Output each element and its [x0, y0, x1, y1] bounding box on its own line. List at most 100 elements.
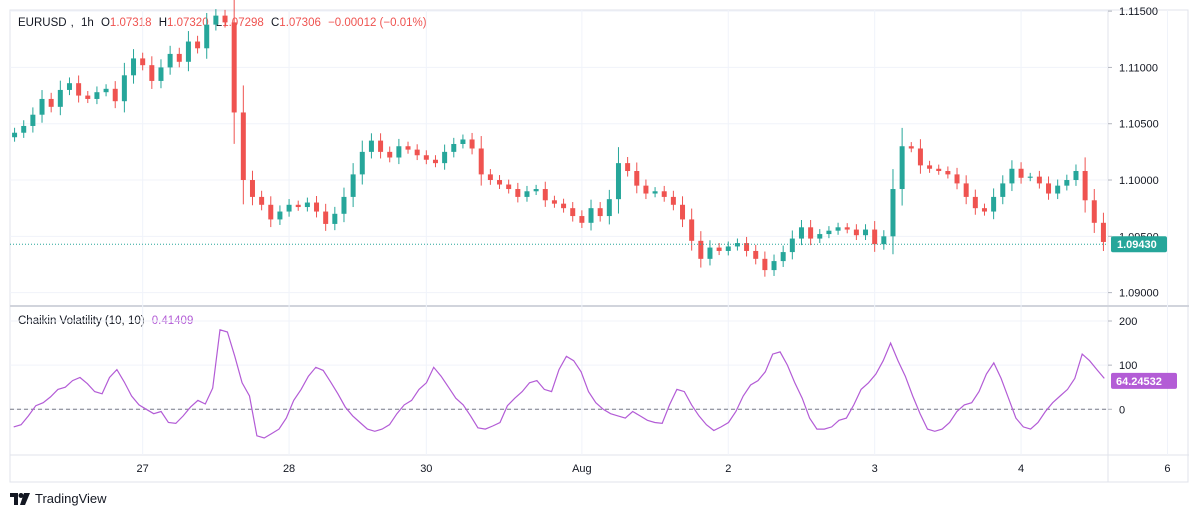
indicator-last-label: 64.24532: [1116, 376, 1162, 388]
candle: [625, 156, 631, 177]
candle-body: [1027, 176, 1033, 178]
candle-body: [487, 174, 493, 181]
candle-body: [460, 139, 466, 144]
candle: [121, 62, 127, 113]
candle-body: [304, 202, 310, 208]
candle-body: [606, 199, 612, 217]
candle-body: [48, 98, 54, 107]
candle: [30, 107, 36, 133]
candle-body: [542, 189, 548, 201]
candle-body: [185, 41, 191, 62]
candle-body: [222, 15, 228, 23]
candle: [176, 47, 182, 68]
timeframe-label[interactable]: 1h: [80, 17, 94, 29]
candle-body: [698, 240, 704, 259]
candle-body: [670, 196, 676, 205]
candle: [661, 185, 667, 202]
candle-body: [131, 58, 137, 76]
candle-body: [972, 196, 978, 209]
candle-body: [442, 151, 448, 164]
candle: [734, 238, 740, 251]
candle-body: [158, 67, 164, 81]
candle: [917, 139, 923, 174]
candle: [1082, 157, 1088, 213]
candle: [231, 0, 237, 144]
candle: [368, 133, 374, 159]
time-tick-label: 6: [1164, 463, 1170, 475]
candle-body: [524, 191, 530, 197]
candle-body: [780, 252, 786, 262]
candle: [1073, 164, 1079, 186]
candle-body: [908, 146, 914, 149]
candle-body: [332, 213, 338, 224]
candle: [341, 187, 347, 223]
candle: [680, 196, 686, 228]
candle-body: [277, 211, 283, 220]
candle: [213, 9, 219, 31]
candle-body: [231, 22, 237, 113]
close-value: 1.07306: [279, 17, 321, 29]
candle: [615, 147, 621, 214]
candle-body: [734, 243, 740, 247]
candle: [295, 200, 301, 211]
candle: [1000, 175, 1006, 205]
candle: [323, 203, 329, 231]
candle-body: [927, 165, 933, 169]
candle: [789, 230, 795, 260]
candle-body: [771, 261, 777, 271]
candle: [588, 199, 594, 231]
candle-body: [551, 200, 557, 204]
candle: [350, 163, 356, 208]
candle: [771, 254, 777, 276]
candle-body: [249, 180, 255, 197]
symbol-label[interactable]: EURUSD: [18, 17, 67, 29]
candle: [798, 219, 804, 246]
candle: [487, 169, 493, 185]
candle: [634, 162, 640, 194]
candle-body: [643, 185, 649, 194]
candle-body: [1100, 222, 1106, 242]
candle: [689, 208, 695, 251]
candle-body: [213, 15, 219, 25]
candle-body: [259, 196, 265, 205]
candle-body: [789, 238, 795, 253]
candle: [1018, 162, 1024, 184]
candle-body: [817, 234, 823, 239]
candle: [359, 140, 365, 185]
candle: [249, 170, 255, 206]
candle-body: [1009, 168, 1015, 184]
candle-body: [707, 247, 713, 259]
candle: [48, 92, 54, 113]
candle: [268, 196, 274, 228]
candle-body: [991, 196, 997, 212]
candle: [478, 136, 484, 186]
candle-body: [890, 189, 896, 237]
candle: [1046, 176, 1052, 200]
candle-body: [1000, 183, 1006, 197]
candle-body: [12, 132, 18, 138]
candle: [881, 230, 887, 250]
candle: [817, 229, 823, 244]
brand-label: TradingView: [35, 491, 107, 506]
candle: [744, 236, 750, 257]
candle: [579, 210, 585, 228]
candle-body: [853, 229, 859, 236]
candle: [387, 146, 393, 163]
candle: [185, 31, 191, 72]
candle-body: [76, 83, 82, 96]
candle: [414, 144, 420, 161]
candle-body: [378, 140, 384, 152]
candle-body: [314, 202, 320, 212]
candle-body: [176, 53, 182, 62]
candle: [112, 81, 118, 109]
candle: [277, 205, 283, 225]
candle: [149, 56, 155, 89]
tradingview-brand[interactable]: TradingView: [10, 491, 107, 506]
candle: [927, 160, 933, 173]
candle: [936, 164, 942, 175]
candle-body: [103, 88, 109, 93]
candle-body: [21, 125, 27, 133]
candle-body: [85, 95, 91, 99]
indicator-tick-label: 100: [1119, 360, 1137, 372]
